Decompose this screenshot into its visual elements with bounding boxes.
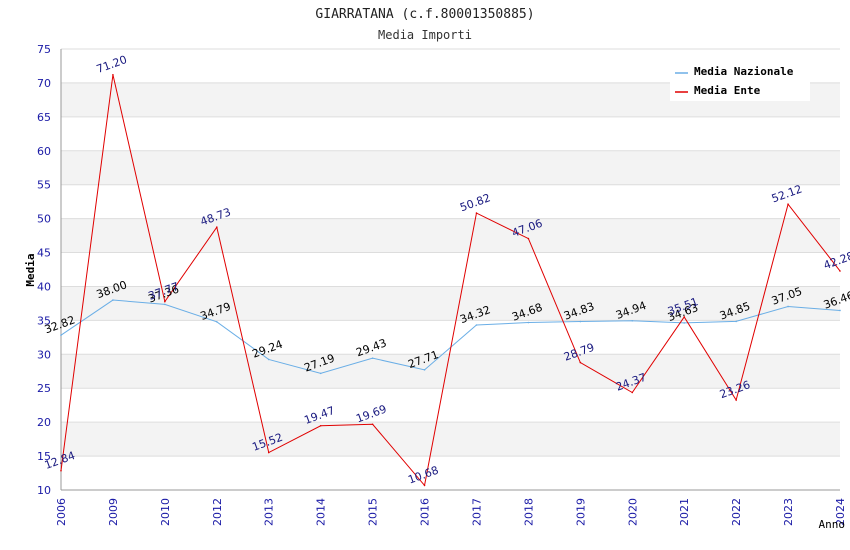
x-tick-label: 2021 — [678, 498, 691, 526]
y-tick-label: 40 — [37, 280, 51, 293]
y-axis-label: Media — [24, 253, 37, 286]
data-point-nazionale — [371, 357, 374, 359]
y-tick-label: 65 — [37, 111, 51, 124]
x-tick-label: 2013 — [263, 498, 276, 526]
y-tick-label: 60 — [37, 145, 51, 158]
x-tick-label: 2016 — [419, 498, 432, 526]
y-tick-label: 75 — [37, 43, 51, 56]
data-point-ente — [164, 300, 166, 303]
x-tick-label: 2010 — [159, 498, 172, 526]
x-axis-ticks: 2006 2009 2010 2012 2013 2014 2015 2016 2017 2018… — [55, 498, 847, 526]
axes — [60, 49, 840, 491]
data-point-ente — [216, 226, 218, 229]
y-tick-label: 70 — [37, 77, 51, 90]
data-point-nazionale — [475, 324, 478, 326]
data-point-nazionale — [216, 321, 218, 323]
y-axis-ticks: 10 15 20 25 30 35 40 45 50 55 60 65 70 75 — [37, 43, 51, 497]
data-point-nazionale — [423, 369, 426, 371]
data-point-ente — [475, 212, 478, 214]
grid-band — [61, 286, 840, 321]
series-line-ente — [60, 74, 841, 487]
grid-band — [61, 150, 840, 185]
x-tick-label: 2012 — [211, 498, 224, 526]
grid-band — [61, 354, 840, 389]
data-point-ente — [267, 451, 270, 454]
data-point-nazionale — [60, 334, 62, 336]
y-tick-label: 10 — [37, 484, 51, 497]
chart-title: GIARRATANA (c.f.80001350885) — [315, 7, 534, 22]
y-tick-label: 15 — [37, 450, 51, 463]
x-tick-label: 2017 — [470, 498, 483, 526]
data-point-nazionale — [267, 358, 270, 361]
data-point-ente — [112, 73, 114, 76]
y-tick-label: 45 — [37, 247, 51, 260]
y-tick-label: 35 — [37, 314, 51, 327]
y-tick-label: 30 — [37, 348, 51, 361]
data-point-ente — [683, 316, 685, 318]
x-tick-label: 2015 — [367, 498, 380, 526]
plot-background — [61, 48, 840, 491]
series-lines — [60, 73, 841, 487]
legend: Media Nazionale Media Ente — [670, 60, 810, 101]
data-point-nazionale — [112, 299, 114, 301]
data-point-nazionale — [319, 372, 322, 375]
data-point-ente — [423, 484, 426, 487]
data-point-nazionale — [735, 320, 737, 323]
x-tick-label: 2006 — [55, 498, 68, 526]
data-point-nazionale — [579, 320, 582, 323]
x-tick-label: 2014 — [315, 498, 328, 526]
data-point-ente — [735, 399, 737, 401]
y-tick-label: 25 — [37, 382, 51, 395]
legend-label-ente: Media Ente — [694, 84, 761, 97]
y-tick-label: 50 — [37, 213, 51, 226]
data-point-nazionale — [683, 322, 685, 324]
x-axis-label: Anno — [819, 518, 846, 531]
data-point-nazionale — [839, 309, 841, 312]
x-tick-label: 2018 — [522, 498, 535, 526]
x-tick-label: 2020 — [626, 498, 639, 526]
y-tick-label: 55 — [37, 179, 51, 192]
data-point-ente — [527, 237, 530, 240]
data-point-ente — [60, 469, 62, 472]
data-point-nazionale — [527, 321, 530, 324]
y-tick-label: 20 — [37, 416, 51, 429]
x-tick-label: 2024 — [834, 498, 847, 526]
data-point-ente — [631, 391, 634, 394]
x-tick-label: 2019 — [574, 498, 587, 526]
data-point-ente — [579, 361, 582, 364]
plot-area — [61, 49, 840, 490]
x-tick-label: 2009 — [107, 498, 120, 526]
data-point-nazionale — [787, 305, 789, 308]
grid-band — [61, 422, 840, 457]
data-point-nazionale — [164, 303, 166, 306]
data-point-ente — [839, 270, 841, 272]
chart-subtitle: Media Importi — [378, 28, 472, 42]
data-point-ente — [787, 203, 789, 206]
legend-label-nazionale: Media Nazionale — [694, 65, 794, 78]
grid-band — [61, 218, 840, 253]
x-tick-label: 2022 — [730, 498, 743, 526]
data-point-ente — [319, 424, 322, 427]
data-point-ente — [371, 423, 374, 426]
x-tick-label: 2023 — [782, 498, 795, 526]
data-point-nazionale — [631, 319, 634, 322]
legend-box — [670, 60, 810, 101]
